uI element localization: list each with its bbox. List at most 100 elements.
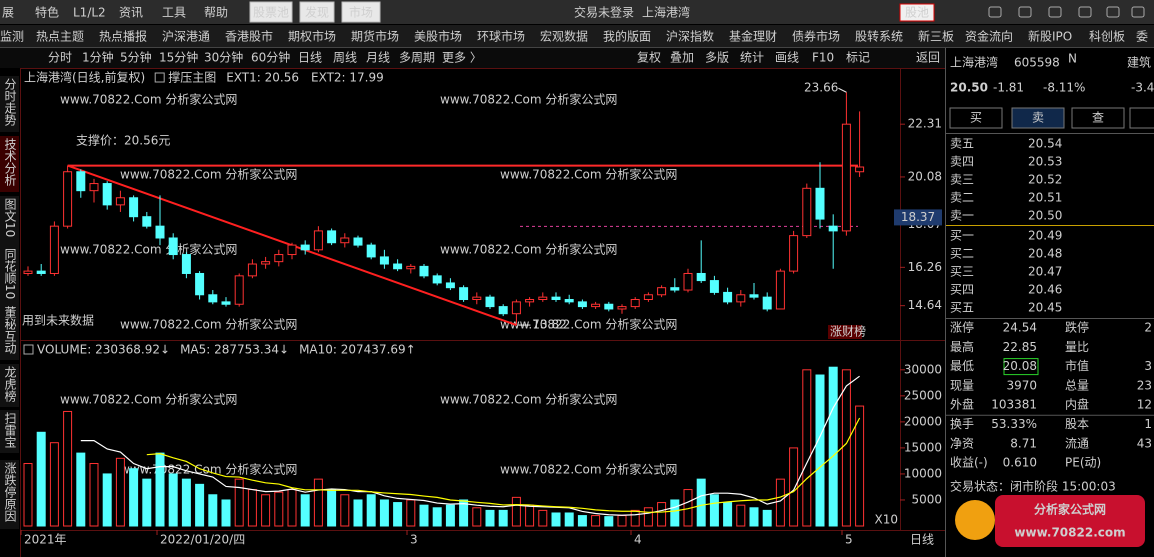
side-tab-bg[interactable] bbox=[0, 364, 19, 407]
menu-button-bg[interactable] bbox=[341, 1, 381, 23]
nav-tab[interactable]: 沪深港通 bbox=[162, 30, 210, 44]
nav-tab[interactable]: 沪深指数 bbox=[666, 29, 714, 44]
period-tab[interactable]: 更多 〉 bbox=[442, 51, 482, 65]
side-tab[interactable]: 董秘互动 bbox=[3, 306, 17, 354]
period-tab[interactable]: 15分钟 bbox=[159, 50, 198, 65]
menu-item[interactable]: 资讯 bbox=[119, 6, 143, 20]
trade-button-bg[interactable] bbox=[1011, 107, 1065, 129]
menu-button[interactable]: 股票池 bbox=[253, 6, 289, 20]
tool-button[interactable]: 多版 bbox=[705, 51, 729, 65]
nav-tab[interactable]: 期权市场 bbox=[288, 29, 336, 44]
candle-body bbox=[485, 296, 495, 308]
nav-tab[interactable]: 监测 bbox=[0, 30, 24, 44]
period-tab[interactable]: 60分钟 bbox=[251, 50, 290, 65]
volume-bar bbox=[353, 499, 363, 527]
volume-bar bbox=[445, 504, 455, 527]
side-tab[interactable]: 扫雷宝 bbox=[3, 412, 17, 448]
nav-tab[interactable]: 新股IPO bbox=[1028, 29, 1072, 44]
side-tab-bg[interactable] bbox=[0, 136, 19, 192]
trade-button-bg[interactable] bbox=[1071, 107, 1125, 129]
period-tab[interactable]: 日线 bbox=[298, 51, 322, 65]
side-tab[interactable]: 同花顺10 bbox=[3, 248, 17, 299]
tool-button[interactable]: 画线 bbox=[775, 51, 799, 65]
nav-tab[interactable]: 美股市场 bbox=[414, 29, 462, 44]
nav-tab[interactable]: 基金理财 bbox=[729, 29, 777, 44]
menu-button[interactable]: 市场 bbox=[349, 5, 373, 20]
nav-tab[interactable]: 宏观数据 bbox=[540, 29, 588, 44]
candle-body bbox=[261, 261, 271, 265]
trade-button-bg[interactable] bbox=[949, 107, 1003, 129]
support-label: 支撑价：20.56元 bbox=[76, 133, 170, 148]
toolbar-icon[interactable] bbox=[1131, 6, 1145, 18]
trade-button[interactable]: 买 bbox=[970, 111, 982, 125]
period-tab[interactable]: 30分钟 bbox=[204, 50, 243, 65]
side-tab-bg[interactable] bbox=[0, 246, 19, 315]
nav-tab[interactable]: 环球市场 bbox=[477, 29, 525, 44]
period-tab[interactable]: 分时 bbox=[48, 51, 72, 65]
stat-label: 涨停 bbox=[950, 320, 974, 335]
toolbar-icon[interactable] bbox=[1018, 6, 1032, 18]
watermark: www.70822.Com 分析家公式网 bbox=[60, 92, 237, 107]
tool-button[interactable]: 复权 bbox=[637, 51, 661, 65]
side-tab-bg[interactable] bbox=[0, 76, 19, 132]
period-tab[interactable]: 多周期 bbox=[399, 51, 435, 65]
side-tab-bg[interactable] bbox=[0, 410, 19, 453]
nav-tab[interactable]: 热点主题 bbox=[36, 30, 84, 44]
tool-button[interactable]: 统计 bbox=[740, 51, 764, 65]
tool-button[interactable]: 叠加 bbox=[670, 51, 694, 65]
stat-label: 内盘 bbox=[1065, 397, 1089, 412]
nav-tab[interactable]: 债券市场 bbox=[792, 29, 840, 44]
side-tab-bg[interactable] bbox=[0, 460, 19, 529]
tool-button[interactable]: 返回 bbox=[916, 51, 940, 65]
menu-button-bg[interactable] bbox=[249, 1, 293, 23]
volume-bar bbox=[340, 494, 350, 527]
nav-tab[interactable]: 委 bbox=[1136, 30, 1148, 44]
trade-button[interactable]: 卖 bbox=[1032, 111, 1044, 125]
side-tab[interactable]: 技术分析 bbox=[3, 138, 17, 187]
pool-button-bg[interactable] bbox=[899, 3, 935, 22]
side-tab[interactable]: 图文10 bbox=[3, 198, 17, 237]
side-tab-bg[interactable] bbox=[0, 196, 19, 252]
nav-tab[interactable]: 期货市场 bbox=[351, 29, 399, 44]
menu-item[interactable]: 展 bbox=[2, 6, 14, 20]
candle-body bbox=[670, 287, 680, 291]
toolbar-icon[interactable] bbox=[1048, 6, 1062, 18]
last-price: 20.50 bbox=[950, 81, 988, 95]
nav-tab[interactable]: 科创板 bbox=[1089, 30, 1125, 44]
nav-tab[interactable]: 新三板 bbox=[918, 29, 954, 44]
side-tab[interactable]: 分时走势 bbox=[3, 78, 17, 126]
tool-button[interactable]: F10 bbox=[812, 51, 834, 65]
moving-average-line bbox=[146, 417, 861, 513]
side-tab[interactable]: 龙虎榜 bbox=[3, 366, 17, 403]
menu-button-bg[interactable] bbox=[299, 1, 335, 23]
toolbar-icon[interactable] bbox=[1078, 6, 1092, 18]
volume-bar bbox=[775, 478, 785, 527]
side-tab[interactable]: 涨跌停原因 bbox=[3, 461, 17, 522]
side-tab-bg[interactable] bbox=[0, 304, 19, 360]
menu-button[interactable]: 发现 bbox=[305, 5, 329, 20]
pool-button[interactable]: 股池 bbox=[905, 6, 929, 20]
trade-button[interactable]: 查 bbox=[1092, 111, 1104, 125]
period-tab[interactable]: 周线 bbox=[333, 51, 357, 65]
menu-item[interactable]: L1/L2 bbox=[73, 6, 106, 20]
volume-bar bbox=[815, 374, 825, 527]
period-tab[interactable]: 1分钟 bbox=[82, 50, 114, 65]
period-tab[interactable]: 月线 bbox=[366, 51, 390, 65]
candle-body bbox=[511, 301, 521, 315]
toolbar-icon[interactable] bbox=[1106, 6, 1120, 18]
toolbar-icon[interactable] bbox=[988, 6, 1002, 18]
trade-button-bg[interactable] bbox=[1129, 107, 1154, 129]
period-tab[interactable]: 5分钟 bbox=[120, 50, 152, 65]
nav-tab[interactable]: 资金流向 bbox=[965, 29, 1013, 44]
x-tick-label: 3 bbox=[410, 533, 418, 547]
menu-item[interactable]: 特色 bbox=[35, 5, 59, 20]
nav-tab[interactable]: 热点播报 bbox=[99, 29, 147, 44]
nav-tab[interactable]: 我的版面 bbox=[603, 29, 651, 44]
nav-tab[interactable]: 香港股市 bbox=[225, 29, 273, 44]
tool-button[interactable]: 标记 bbox=[846, 51, 870, 65]
menu-item[interactable]: 帮助 bbox=[204, 6, 228, 20]
volume-bar bbox=[300, 494, 310, 527]
nav-tab[interactable]: 股转系统 bbox=[855, 29, 903, 44]
volume-bar bbox=[459, 499, 469, 527]
menu-item[interactable]: 工具 bbox=[162, 6, 186, 20]
